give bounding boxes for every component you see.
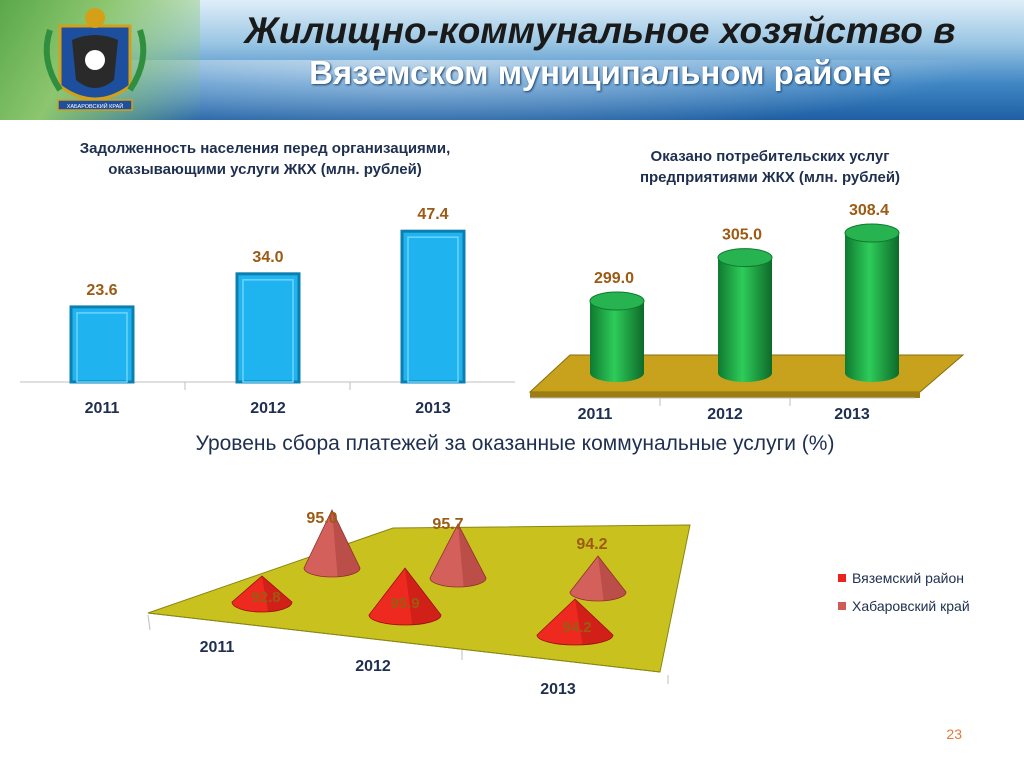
cone-shade xyxy=(458,524,487,587)
tick-label: 2012 xyxy=(707,406,743,423)
value-label: 95.0 xyxy=(306,510,337,527)
bar-2011 xyxy=(69,305,135,384)
value-label: 299.0 xyxy=(594,270,634,287)
cone-body xyxy=(569,555,627,602)
bar-2013 xyxy=(400,229,466,384)
value-label: 23.6 xyxy=(86,282,117,299)
cone-khabarovsk-2013 xyxy=(569,555,627,602)
cylinder-2013 xyxy=(845,233,899,382)
page-title-line2: Вяземском муниципальном районе xyxy=(309,54,891,91)
legend-swatch xyxy=(838,602,846,610)
services-bar-chart: 299.0 2011 305.0 2012 308.4 2013 xyxy=(528,202,965,423)
collection-chart-title: Уровень сбора платежей за оказанные комм… xyxy=(195,432,835,455)
tick-label: 2013 xyxy=(834,406,870,423)
cone-vyazemsky-2012 xyxy=(368,567,442,626)
tick-label: 2012 xyxy=(355,658,391,675)
debt-bar-chart: 23.6 2011 34.0 2012 47.4 2013 xyxy=(20,206,515,417)
services-chart-title: Оказано потребительских услуг предприяти… xyxy=(639,148,901,186)
cone-body xyxy=(231,575,293,613)
legend-swatch xyxy=(838,574,846,582)
chart-legend: Вяземский район Хабаровский край xyxy=(838,570,970,614)
cone-khabarovsk-2011 xyxy=(303,509,361,578)
slide-header xyxy=(0,0,1024,120)
cylinder-top xyxy=(589,291,645,311)
bar-highlight xyxy=(76,312,128,383)
value-label: 95.9 xyxy=(390,595,419,612)
emblem-text: ХАБАРОВСКИЙ КРАЙ xyxy=(67,102,124,110)
cone-vyazemsky-2011 xyxy=(231,575,293,613)
cone-shade xyxy=(262,576,292,612)
cylinder-2012 xyxy=(718,257,772,382)
value-label: 94.2 xyxy=(576,536,607,553)
cone-shade xyxy=(598,556,626,601)
tick-label: 2011 xyxy=(578,406,613,423)
cone-shade xyxy=(332,510,360,577)
value-label: 95.7 xyxy=(432,516,463,533)
cone-body xyxy=(368,567,442,626)
value-label: 92.8 xyxy=(251,589,280,606)
bar-2012 xyxy=(235,272,301,384)
cone-vyazemsky-2013 xyxy=(536,598,614,646)
bar-highlight xyxy=(242,279,294,383)
chart-floor-edge xyxy=(530,392,920,398)
value-label: 94.2 xyxy=(562,619,591,636)
collection-cone-chart: 2011 2012 2013 95.0 95.7 94.2 92.8 95.9 94.2 Вязе… xyxy=(147,509,970,698)
tick-label: 2012 xyxy=(250,400,286,417)
axis-divider xyxy=(147,614,151,631)
tick-label: 2013 xyxy=(415,400,451,417)
legend-label: Хабаровский край xyxy=(852,598,970,614)
cone-khabarovsk-2012 xyxy=(429,523,487,588)
bar-highlight xyxy=(407,236,459,383)
tick-label: 2011 xyxy=(85,400,120,417)
page-number: 23 xyxy=(946,726,962,742)
value-label: 305.0 xyxy=(722,227,762,244)
coat-of-arms-icon: ХАБАРОВСКИЙ КРАЙ xyxy=(43,8,147,111)
value-label: 47.4 xyxy=(417,206,448,223)
floor-edge xyxy=(147,612,661,673)
cone-body xyxy=(303,509,361,578)
page-title-line1: Жилищно-коммунальное хозяйство в xyxy=(244,10,956,51)
tick-label: 2013 xyxy=(540,681,576,698)
cone-body xyxy=(536,598,614,646)
debt-chart-title: Задолженность населения перед организаци… xyxy=(79,140,451,178)
cylinder-top xyxy=(717,248,773,268)
cone-shade xyxy=(575,599,613,645)
cone-body xyxy=(429,523,487,588)
cylinder-top xyxy=(844,223,900,243)
tick-label: 2011 xyxy=(200,639,235,656)
value-label: 34.0 xyxy=(252,249,283,266)
legend-label: Вяземский район xyxy=(852,570,964,586)
cone-shade xyxy=(405,568,441,625)
cylinder-2011 xyxy=(590,301,644,382)
value-label: 308.4 xyxy=(849,202,889,219)
